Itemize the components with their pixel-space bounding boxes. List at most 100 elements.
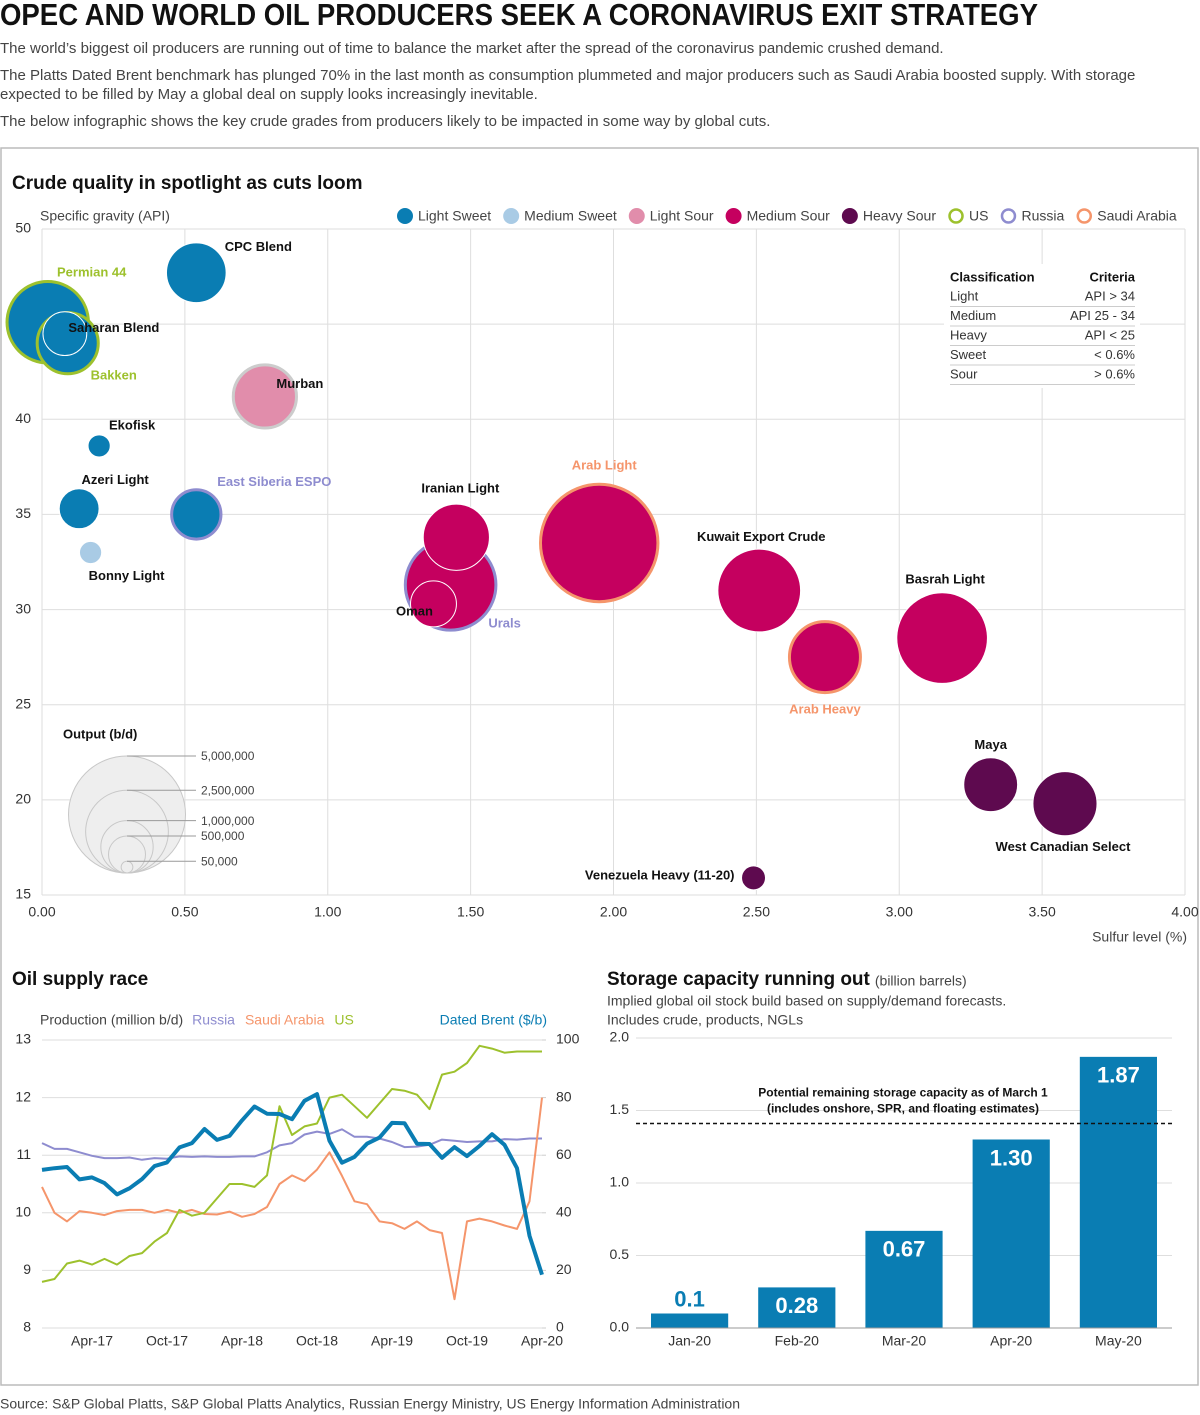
y-tick-label: 40	[15, 410, 31, 426]
bar	[865, 1230, 943, 1328]
paragraph: The world’s biggest oil producers are ru…	[0, 40, 944, 57]
series-line	[41, 1097, 543, 1301]
value-label: 0.67	[883, 1237, 926, 1262]
value-label: 0.28	[775, 1293, 818, 1318]
bubble-label: Bakken	[91, 368, 137, 383]
y-axis-label: Production (million b/d)	[40, 1012, 183, 1028]
legend-label: Light Sour	[650, 208, 714, 224]
intro: The world’s biggest oil producers are ru…	[0, 39, 1192, 139]
bar	[651, 1313, 729, 1328]
x-tick-label: Oct-18	[296, 1333, 338, 1349]
chart-title: Crude quality in spotlight as cuts loom	[12, 173, 362, 194]
value-label: 1.30	[990, 1145, 1033, 1170]
table-cell: > 0.6%	[1094, 366, 1135, 381]
legend-swatch	[1076, 208, 1093, 224]
table-cell: Sweet	[950, 347, 987, 362]
y-tick-label: 11	[16, 1146, 31, 1162]
legend-label: Medium Sweet	[524, 208, 617, 224]
y-tick-label: 1.0	[610, 1174, 630, 1190]
legend-label: Russia	[192, 1012, 235, 1028]
y-tick-label: 10	[15, 1204, 31, 1220]
legend-label: US	[334, 1012, 353, 1028]
size-legend-label: 2,500,000	[201, 783, 255, 797]
x-tick-label: Oct-17	[146, 1333, 188, 1349]
y2-tick-label: 20	[556, 1261, 572, 1277]
bubble	[87, 434, 111, 458]
table-cell: API 25 - 34	[1070, 308, 1135, 323]
bubble-label: Venezuela Heavy (11-20)	[585, 867, 735, 882]
bubble	[717, 548, 802, 633]
x-tick-label: 3.50	[1029, 904, 1056, 920]
legend-label: US	[969, 208, 988, 224]
x-tick-label: Apr-20	[521, 1333, 563, 1349]
y-tick-label: 2.0	[610, 1029, 630, 1045]
bubble-label: Iranian Light	[421, 481, 500, 496]
table-cell: Medium	[950, 308, 996, 323]
source: Source: S&P Global Platts, S&P Global Pl…	[0, 1396, 740, 1412]
y-tick-label: 50	[15, 220, 31, 236]
x-tick-label: 1.50	[457, 904, 484, 920]
table-header: Classification	[950, 269, 1035, 284]
x-tick-label: 1.00	[314, 904, 341, 920]
bubble	[787, 620, 862, 695]
bubble-label: East Siberia ESPO	[217, 474, 331, 489]
y-tick-label: 20	[15, 791, 31, 807]
legend-label: Russia	[1021, 208, 1064, 224]
legend-swatch	[948, 208, 964, 224]
y-tick-label: 35	[15, 505, 31, 521]
bubble	[538, 482, 660, 604]
y2-tick-label: 80	[556, 1088, 572, 1104]
bubble	[1032, 771, 1098, 837]
table-cell: Sour	[950, 366, 978, 381]
x-tick-label: 0.50	[171, 904, 198, 920]
y-tick-label: 0.5	[610, 1246, 630, 1262]
bubble-label: Saharan Blend	[68, 320, 159, 335]
bubble	[58, 488, 100, 530]
reference-label: (includes onshore, SPR, and floating est…	[767, 1102, 1039, 1116]
bubble-label: Bonny Light	[89, 568, 165, 583]
legend-swatch	[628, 208, 645, 224]
bubble	[170, 488, 223, 541]
size-legend-circle	[68, 755, 186, 874]
bubble	[896, 592, 988, 684]
chart-title-suffix: (billion barrels)	[875, 973, 967, 989]
size-legend-label: 50,000	[201, 854, 238, 868]
y-tick-label: 13	[15, 1031, 31, 1047]
value-label: 0.1	[674, 1286, 705, 1311]
x-tick-label: Apr-19	[371, 1333, 413, 1349]
x-tick-label: Feb-20	[775, 1333, 820, 1349]
y2-tick-label: 0	[556, 1319, 564, 1335]
table-header: Criteria	[1089, 269, 1135, 284]
legend-swatch	[1000, 208, 1017, 224]
table-cell: Heavy	[950, 327, 987, 342]
bar	[1079, 1056, 1157, 1328]
legend-label: Medium Sour	[747, 208, 831, 224]
bubble-label: CPC Blend	[225, 239, 292, 254]
y-tick-label: 8	[23, 1319, 31, 1335]
chart-subtitle: Includes crude, products, NGLs	[607, 1012, 803, 1028]
bubble-label: Basrah Light	[905, 572, 985, 587]
table-cell: API > 34	[1085, 288, 1135, 303]
bubble-label: Ekofisk	[109, 417, 156, 432]
bubble-label: Azeri Light	[82, 472, 150, 487]
chart-title: Oil supply race	[12, 969, 148, 990]
legend-label: Heavy Sour	[863, 208, 936, 224]
legend-swatch	[503, 208, 520, 224]
y-tick-label: 12	[15, 1088, 31, 1104]
y2-tick-label: 60	[556, 1146, 572, 1162]
legend-label: Saudi Arabia	[1097, 208, 1177, 224]
size-legend-label: 500,000	[201, 829, 245, 843]
x-tick-label: Apr-17	[71, 1333, 113, 1349]
bubble-label: Urals	[488, 615, 521, 630]
x-tick-label: Apr-18	[221, 1333, 263, 1349]
value-label: 1.87	[1097, 1063, 1140, 1088]
bubble-label: Permian 44	[57, 265, 127, 280]
y-axis-label: Specific gravity (API)	[40, 208, 170, 224]
y2-tick-label: 100	[556, 1031, 580, 1047]
table-cell: Light	[950, 288, 979, 303]
bar	[758, 1287, 836, 1328]
bar	[972, 1139, 1050, 1328]
page-title: OPEC AND WORLD OIL PRODUCERS SEEK A CORO…	[0, 0, 1038, 32]
bubble-label: Murban	[276, 376, 323, 391]
